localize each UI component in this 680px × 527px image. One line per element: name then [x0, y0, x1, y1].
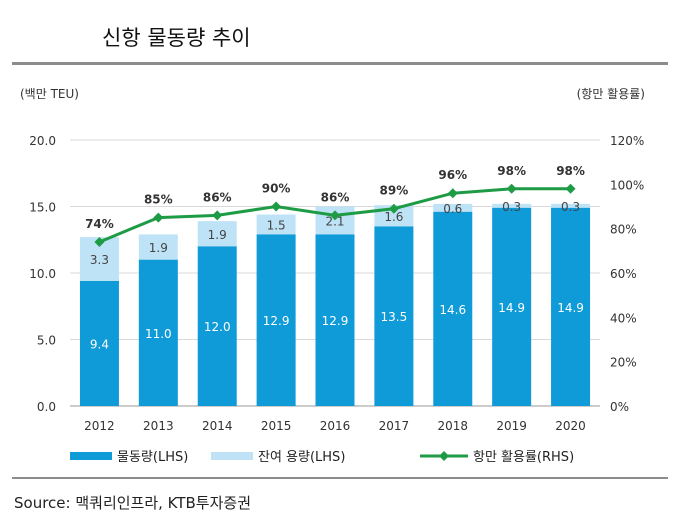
x-tick-label: 2017: [379, 419, 410, 433]
volume-data-label: 14.9: [557, 301, 584, 315]
remaining-data-label: 1.9: [149, 241, 168, 255]
utilization-marker: [330, 210, 340, 221]
utilization-data-label: 85%: [144, 193, 173, 207]
utilization-data-label: 90%: [262, 182, 291, 196]
legend-utilization-marker: [439, 451, 449, 461]
utilization-marker: [565, 183, 576, 194]
right-tick-label: 80%: [610, 223, 637, 237]
x-tick-label: 2019: [496, 419, 527, 433]
volume-data-label: 13.5: [381, 310, 408, 324]
right-tick-label: 40%: [610, 311, 637, 325]
right-tick-label: 120%: [610, 134, 644, 148]
left-tick-label: 0.0: [37, 400, 56, 414]
utilization-marker: [447, 188, 458, 199]
remaining-capacity-bar: [138, 234, 178, 260]
utilization-data-label: 96%: [438, 168, 467, 182]
volume-data-label: 12.0: [204, 320, 231, 334]
utilization-data-label: 86%: [321, 190, 350, 204]
utilization-data-label: 86%: [203, 190, 232, 204]
utilization-data-label: 89%: [380, 184, 409, 198]
legend-remaining-swatch: [211, 452, 253, 460]
legend-remaining-label: 잔여 용량(LHS): [258, 450, 345, 465]
volume-data-label: 14.9: [498, 301, 525, 315]
volume-bar: [315, 234, 355, 406]
source-note: Source: 맥쿼리인프라, KTB투자증권: [14, 494, 252, 512]
remaining-data-label: 3.3: [90, 253, 109, 267]
right-tick-label: 20%: [610, 356, 637, 370]
x-tick-label: 2015: [261, 419, 292, 433]
remaining-data-label: 1.6: [384, 210, 403, 224]
x-tick-label: 2014: [202, 419, 233, 433]
utilization-data-label: 98%: [497, 164, 526, 178]
remaining-capacity-bar: [551, 203, 591, 208]
volume-bar: [492, 207, 532, 406]
x-tick-label: 2016: [320, 419, 351, 433]
legend-utilization-label: 항만 활용률(RHS): [473, 450, 574, 465]
remaining-capacity-bar: [492, 203, 532, 208]
utilization-marker: [388, 203, 399, 214]
volume-data-label: 9.4: [90, 337, 109, 351]
chart-title: 신항 물동량 추이: [102, 26, 251, 50]
legend-volume-swatch: [70, 452, 112, 460]
utilization-data-label: 98%: [556, 164, 585, 178]
utilization-marker: [506, 183, 517, 194]
volume-bar: [197, 246, 237, 406]
right-tick-label: 0%: [610, 400, 629, 414]
remaining-capacity-bar: [433, 203, 473, 212]
volume-bar: [256, 234, 296, 406]
remaining-data-label: 0.3: [502, 200, 521, 214]
x-tick-label: 2018: [438, 419, 469, 433]
left-tick-label: 20.0: [29, 134, 56, 148]
remaining-capacity-bar: [256, 214, 296, 235]
remaining-data-label: 1.9: [208, 228, 227, 242]
right-tick-label: 100%: [610, 178, 644, 192]
left-axis-label: (백만 TEU): [20, 87, 79, 101]
utilization-marker: [271, 201, 282, 212]
remaining-data-label: 2.1: [325, 214, 344, 228]
bottom-divider: [12, 477, 668, 479]
remaining-data-label: 0.6: [443, 202, 462, 216]
legend-volume-label: 물동량(LHS): [117, 450, 188, 465]
x-tick-label: 2012: [84, 419, 115, 433]
volume-bar: [138, 259, 178, 406]
right-tick-label: 60%: [610, 267, 637, 281]
utilization-marker: [212, 210, 223, 221]
volume-bar: [433, 211, 473, 406]
volume-bar: [551, 207, 591, 406]
left-tick-label: 5.0: [37, 334, 56, 348]
x-tick-label: 2013: [143, 419, 174, 433]
volume-data-label: 12.9: [322, 314, 349, 328]
top-divider: [12, 62, 668, 65]
utilization-marker: [153, 212, 164, 223]
remaining-data-label: 1.5: [267, 218, 286, 232]
left-tick-label: 15.0: [29, 201, 56, 215]
utilization-data-label: 74%: [85, 217, 114, 231]
volume-data-label: 12.9: [263, 314, 290, 328]
remaining-data-label: 0.3: [561, 200, 580, 214]
volume-data-label: 14.6: [439, 303, 466, 317]
remaining-capacity-bar: [197, 221, 237, 247]
utilization-marker: [94, 236, 105, 247]
volume-data-label: 11.0: [145, 327, 172, 341]
left-tick-label: 10.0: [29, 267, 56, 281]
x-tick-label: 2020: [555, 419, 586, 433]
volume-bar: [374, 226, 414, 406]
right-axis-label: (항만 활용률): [577, 87, 645, 101]
volume-bar: [79, 280, 119, 406]
